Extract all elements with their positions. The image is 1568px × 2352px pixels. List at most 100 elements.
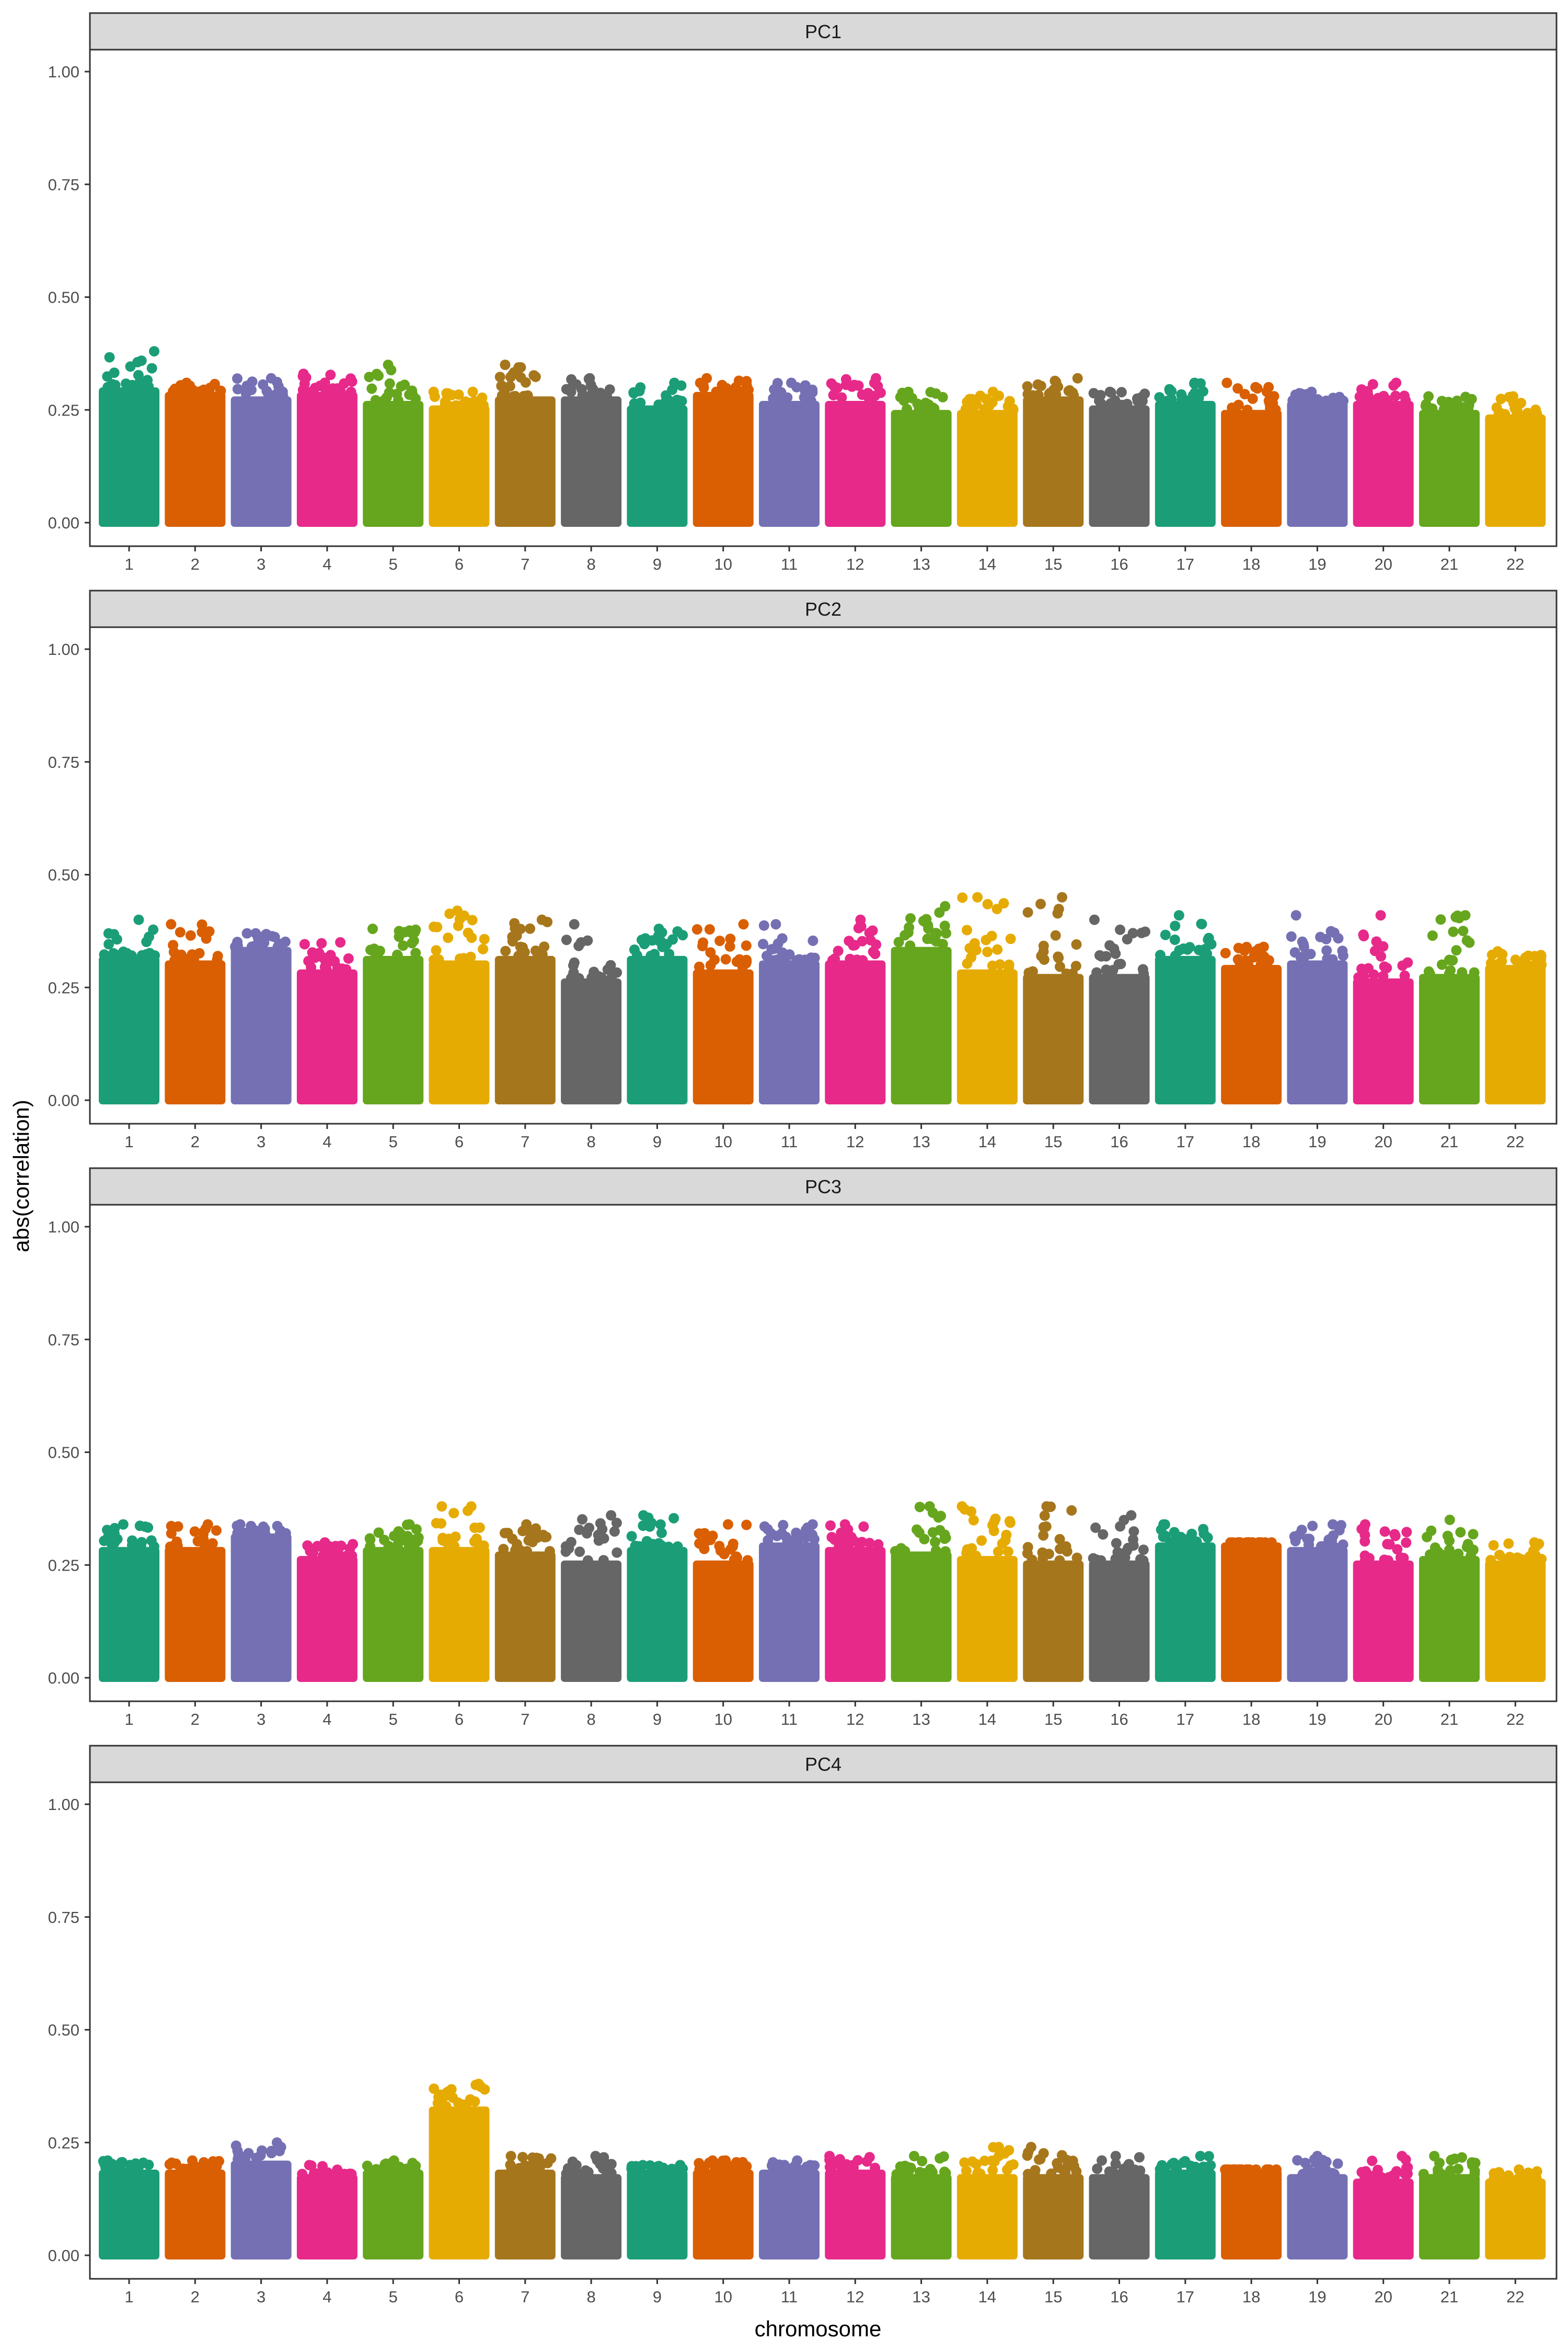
- chromosome-18-points: [1221, 410, 1282, 527]
- data-point: [1286, 931, 1297, 942]
- data-point: [1195, 378, 1206, 389]
- data-point: [829, 953, 840, 964]
- facet-strip-label: PC2: [805, 598, 841, 620]
- data-point: [1232, 383, 1243, 394]
- chromosome-16-points: [1089, 1560, 1150, 1682]
- data-point: [864, 394, 875, 405]
- data-point: [336, 1540, 347, 1551]
- data-point: [1205, 2160, 1216, 2171]
- data-point: [1090, 1522, 1101, 1533]
- data-point: [653, 1538, 664, 1549]
- data-point: [720, 954, 731, 965]
- data-point: [1071, 2166, 1082, 2177]
- data-point: [658, 2162, 668, 2173]
- data-point: [143, 1522, 154, 1533]
- x-tick-label: 22: [1506, 1710, 1524, 1728]
- chromosome-22-points: [1485, 2178, 1546, 2259]
- data-point: [976, 1535, 987, 1546]
- data-point: [1035, 898, 1046, 909]
- x-tick-label: 3: [257, 1133, 266, 1151]
- data-point: [1233, 1537, 1244, 1548]
- data-point: [523, 1535, 534, 1546]
- data-point: [1503, 1538, 1514, 1549]
- data-point: [345, 386, 356, 397]
- data-point: [586, 383, 597, 394]
- data-point: [927, 2167, 938, 2177]
- chromosome-10-points: [693, 2170, 754, 2259]
- chromosome-14-points: [956, 969, 1018, 1104]
- data-point: [741, 376, 752, 387]
- data-point: [905, 2162, 916, 2173]
- x-tick-label: 1: [124, 1133, 133, 1151]
- data-point: [1178, 1537, 1189, 1548]
- data-point: [110, 379, 121, 390]
- data-point: [232, 2145, 243, 2156]
- data-point: [770, 919, 781, 930]
- x-tick-label: 20: [1374, 555, 1392, 573]
- data-point: [410, 2160, 421, 2171]
- data-point: [857, 955, 868, 966]
- data-point: [975, 390, 986, 401]
- data-point: [980, 405, 991, 416]
- data-point: [469, 396, 480, 407]
- data-point: [335, 937, 346, 948]
- data-point: [854, 1540, 865, 1551]
- data-point: [508, 391, 519, 402]
- data-point: [1503, 2170, 1514, 2181]
- data-point: [714, 1541, 725, 1551]
- data-point: [1504, 391, 1515, 402]
- data-point: [833, 946, 844, 956]
- chromosome-7-points: [494, 955, 556, 1104]
- data-point: [1395, 1552, 1406, 1563]
- data-point: [1120, 1552, 1131, 1563]
- data-point: [1045, 1501, 1056, 1512]
- data-point: [383, 1541, 394, 1551]
- data-point: [429, 391, 440, 402]
- data-point: [961, 2165, 972, 2176]
- data-point: [314, 948, 325, 959]
- x-tick-label: 19: [1308, 1710, 1326, 1728]
- data-point: [695, 377, 706, 388]
- data-point: [1160, 929, 1171, 940]
- facet-strip: [89, 1167, 1558, 1206]
- data-point: [1159, 1519, 1170, 1530]
- data-point: [709, 954, 720, 965]
- data-point: [1390, 1530, 1401, 1541]
- data-point: [280, 936, 291, 947]
- data-point: [1379, 1554, 1390, 1565]
- x-tick-label: 12: [846, 1133, 864, 1151]
- data-point: [1423, 966, 1434, 977]
- data-point: [109, 1528, 120, 1539]
- data-point: [407, 389, 418, 400]
- chromosome-4-points: [296, 2174, 358, 2259]
- x-tick-label: 22: [1506, 555, 1524, 573]
- data-point: [1329, 2169, 1340, 2180]
- data-point: [1401, 1537, 1412, 1548]
- data-point: [1356, 384, 1367, 395]
- x-tick-label: 17: [1177, 2288, 1194, 2306]
- x-tick-label: 1: [124, 555, 133, 573]
- chromosome-17-points: [1155, 400, 1216, 527]
- chromosome-19-points: [1287, 960, 1348, 1104]
- data-point: [573, 940, 584, 951]
- data-point: [937, 391, 948, 402]
- data-point: [638, 1520, 649, 1531]
- chromosome-20-points: [1353, 2178, 1414, 2259]
- data-point: [776, 1528, 787, 1539]
- data-point: [599, 2157, 610, 2168]
- data-point: [1321, 945, 1332, 956]
- data-point: [393, 1539, 403, 1550]
- data-point: [531, 1523, 541, 1534]
- data-point: [522, 1546, 533, 1557]
- data-point: [1198, 947, 1208, 958]
- data-point: [893, 937, 904, 948]
- x-tick-label: 8: [586, 2288, 595, 2306]
- data-point: [1263, 382, 1274, 393]
- data-point: [904, 922, 915, 933]
- x-tick-label: 20: [1374, 1133, 1392, 1151]
- data-point: [530, 372, 541, 382]
- y-tick-label: 0.75: [48, 1331, 79, 1349]
- data-point: [1134, 2152, 1145, 2163]
- data-point: [1221, 2164, 1232, 2175]
- data-point: [606, 1510, 617, 1521]
